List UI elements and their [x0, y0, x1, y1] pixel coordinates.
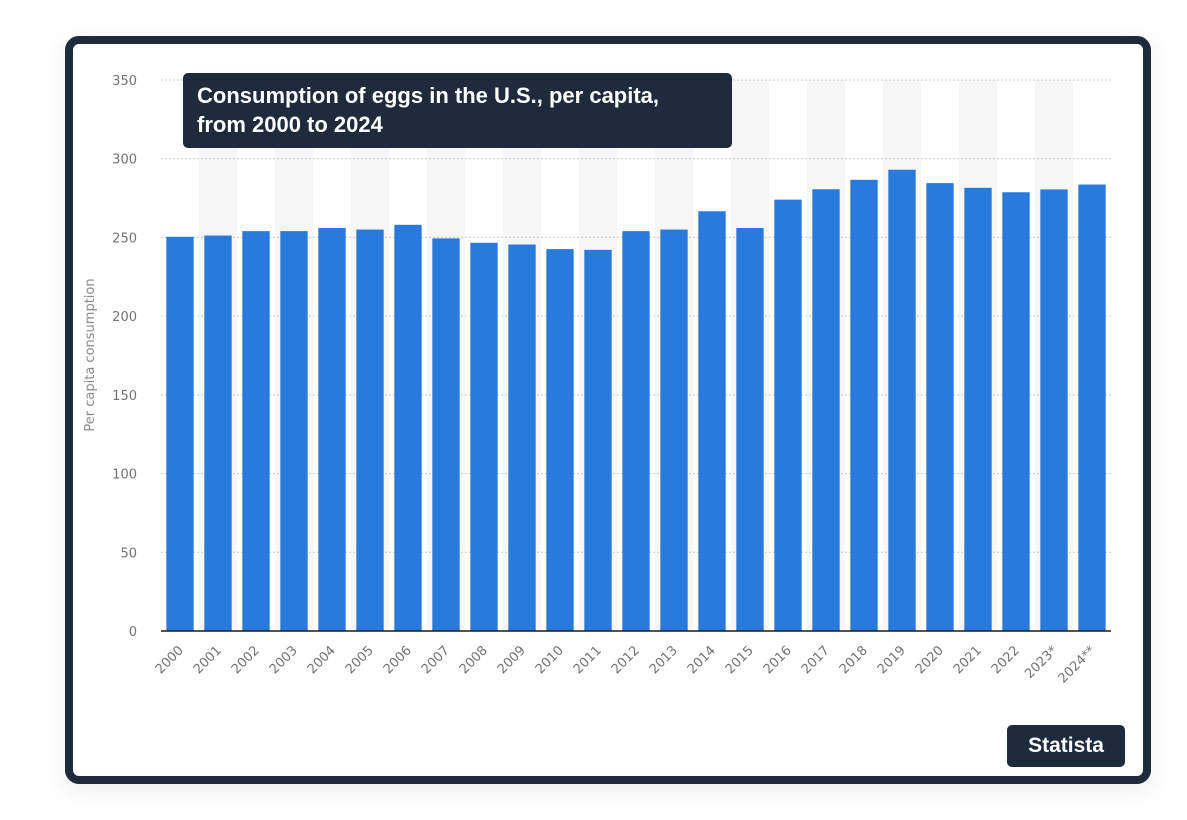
bar[interactable] — [394, 224, 422, 631]
bar[interactable] — [204, 235, 232, 631]
x-tick-label: 2013 — [647, 643, 681, 677]
bar[interactable] — [318, 227, 346, 632]
bar[interactable] — [622, 231, 650, 632]
x-tick-label: 2008 — [457, 643, 491, 677]
y-tick-label: 100 — [112, 468, 137, 483]
x-tick-label: 2016 — [761, 643, 795, 677]
bar[interactable] — [660, 229, 688, 632]
bar[interactable] — [736, 227, 764, 632]
bar[interactable] — [508, 244, 536, 631]
x-tick-label: 2018 — [837, 643, 871, 677]
y-axis-ticks: 0 50 100 150 200 250 300 350 — [112, 74, 137, 640]
x-tick-label: 2009 — [495, 643, 529, 677]
brand-label: Statista — [1028, 734, 1104, 757]
statista-logo[interactable]: Statista — [1007, 725, 1125, 767]
x-axis-ticks: 2000 2001 2002 2003 2004 2005 2006 2007 2008 2009… — [153, 643, 1099, 687]
x-tick-label: 2022 — [989, 643, 1023, 677]
x-tick-label: 2005 — [343, 643, 377, 677]
chart-title-line-2: from 2000 to 2024 — [197, 112, 383, 137]
y-tick-label: 50 — [120, 546, 137, 561]
bar[interactable] — [280, 231, 308, 632]
bar[interactable] — [470, 242, 498, 632]
bar[interactable] — [888, 169, 916, 631]
bar[interactable] — [964, 187, 992, 632]
x-tick-label: 2019 — [875, 643, 909, 677]
x-tick-label: 2012 — [609, 643, 643, 677]
y-tick-label: 0 — [129, 625, 137, 640]
bars-group — [166, 169, 1106, 632]
bar[interactable] — [356, 229, 384, 632]
bar[interactable] — [850, 179, 878, 632]
x-tick-label: 2017 — [799, 643, 833, 677]
y-tick-label: 300 — [112, 153, 137, 168]
x-tick-label: 2020 — [913, 643, 947, 677]
bar[interactable] — [926, 183, 954, 631]
x-tick-label: 2014 — [685, 643, 719, 677]
x-tick-label: 2015 — [723, 643, 757, 677]
x-tick-label: 2002 — [229, 643, 263, 677]
bar[interactable] — [584, 249, 612, 632]
bar[interactable] — [1078, 184, 1106, 631]
bar[interactable] — [432, 238, 460, 631]
chart-title: Consumption of eggs in the U.S., per cap… — [183, 73, 732, 148]
x-tick-label: 2003 — [267, 643, 301, 677]
chart-title-line-1: Consumption of eggs in the U.S., per cap… — [197, 83, 660, 108]
x-tick-label: 2021 — [951, 643, 985, 677]
x-tick-label: 2000 — [153, 643, 187, 677]
bar[interactable] — [1002, 192, 1030, 631]
bar[interactable] — [1040, 189, 1068, 632]
y-axis-title: Per capita consumption — [83, 278, 98, 431]
x-tick-label: 2011 — [571, 643, 605, 677]
bar[interactable] — [774, 199, 802, 631]
x-tick-label: 2010 — [533, 643, 567, 677]
x-tick-label: 2024** — [1056, 643, 1100, 687]
x-tick-label: 2006 — [381, 643, 415, 677]
x-tick-label: 2007 — [419, 643, 453, 677]
y-tick-label: 350 — [112, 74, 137, 89]
bar[interactable] — [698, 211, 726, 632]
bar[interactable] — [812, 189, 840, 631]
y-tick-label: 200 — [112, 310, 137, 325]
bar[interactable] — [242, 231, 270, 632]
y-tick-label: 250 — [112, 231, 137, 246]
bar[interactable] — [166, 236, 194, 631]
x-tick-label: 2004 — [305, 643, 339, 677]
y-tick-label: 150 — [112, 389, 137, 404]
bar[interactable] — [546, 249, 574, 631]
x-tick-label: 2001 — [191, 643, 225, 677]
